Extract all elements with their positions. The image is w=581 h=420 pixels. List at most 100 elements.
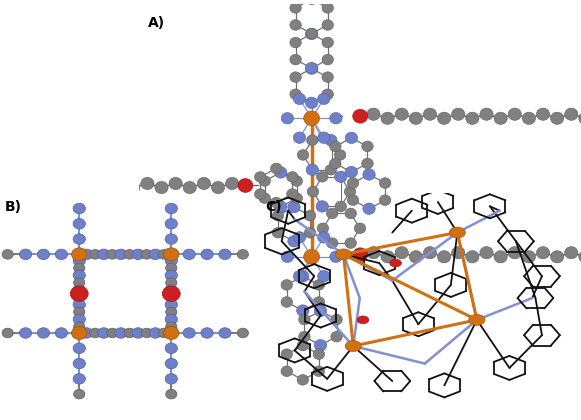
Circle shape bbox=[115, 328, 127, 338]
Circle shape bbox=[162, 286, 180, 301]
Circle shape bbox=[345, 186, 356, 197]
Circle shape bbox=[335, 201, 346, 212]
Circle shape bbox=[73, 255, 85, 266]
Circle shape bbox=[307, 186, 319, 197]
Circle shape bbox=[335, 150, 346, 160]
Circle shape bbox=[306, 164, 318, 176]
Circle shape bbox=[313, 280, 325, 290]
Circle shape bbox=[316, 201, 328, 212]
Circle shape bbox=[74, 307, 85, 317]
Circle shape bbox=[165, 285, 177, 295]
Circle shape bbox=[466, 112, 479, 124]
Circle shape bbox=[293, 132, 306, 143]
Circle shape bbox=[73, 285, 85, 295]
Circle shape bbox=[70, 286, 88, 301]
Circle shape bbox=[347, 195, 358, 205]
Circle shape bbox=[367, 247, 380, 259]
Circle shape bbox=[353, 248, 368, 262]
Circle shape bbox=[55, 328, 67, 338]
Circle shape bbox=[345, 132, 357, 144]
Circle shape bbox=[286, 172, 298, 182]
Circle shape bbox=[508, 247, 521, 259]
Circle shape bbox=[201, 249, 213, 260]
Circle shape bbox=[451, 108, 465, 120]
Circle shape bbox=[579, 112, 581, 124]
Circle shape bbox=[165, 299, 177, 310]
Circle shape bbox=[166, 263, 177, 273]
Circle shape bbox=[437, 251, 451, 263]
Circle shape bbox=[165, 374, 177, 384]
Text: A): A) bbox=[148, 16, 166, 30]
Circle shape bbox=[306, 28, 318, 39]
Circle shape bbox=[299, 314, 310, 325]
Circle shape bbox=[362, 141, 373, 152]
Circle shape bbox=[353, 109, 368, 123]
Circle shape bbox=[480, 108, 493, 120]
Circle shape bbox=[314, 305, 327, 317]
Circle shape bbox=[281, 297, 292, 307]
Circle shape bbox=[354, 223, 366, 234]
Circle shape bbox=[480, 247, 493, 259]
Circle shape bbox=[124, 249, 135, 259]
Circle shape bbox=[451, 247, 465, 259]
Text: C): C) bbox=[266, 200, 282, 214]
Circle shape bbox=[306, 28, 317, 39]
Circle shape bbox=[322, 54, 333, 65]
Circle shape bbox=[290, 72, 302, 82]
Circle shape bbox=[70, 181, 83, 194]
Circle shape bbox=[329, 141, 341, 152]
Circle shape bbox=[84, 177, 98, 189]
Circle shape bbox=[299, 331, 310, 342]
Circle shape bbox=[290, 20, 302, 30]
Circle shape bbox=[304, 210, 316, 221]
Circle shape bbox=[73, 358, 85, 369]
Circle shape bbox=[494, 251, 507, 263]
Circle shape bbox=[449, 227, 465, 238]
Circle shape bbox=[330, 113, 342, 124]
Circle shape bbox=[165, 343, 177, 354]
Circle shape bbox=[73, 299, 85, 310]
Circle shape bbox=[237, 328, 249, 338]
Circle shape bbox=[318, 93, 330, 105]
Circle shape bbox=[254, 189, 266, 200]
Circle shape bbox=[331, 314, 342, 325]
Text: B): B) bbox=[5, 200, 22, 214]
Circle shape bbox=[290, 37, 302, 48]
Circle shape bbox=[259, 193, 270, 203]
Circle shape bbox=[166, 292, 177, 302]
Circle shape bbox=[327, 208, 338, 219]
Circle shape bbox=[183, 181, 196, 194]
Circle shape bbox=[219, 328, 231, 338]
Circle shape bbox=[238, 178, 253, 192]
Circle shape bbox=[304, 228, 316, 238]
Circle shape bbox=[522, 251, 536, 263]
Circle shape bbox=[115, 249, 127, 260]
Circle shape bbox=[73, 218, 85, 229]
Circle shape bbox=[98, 328, 110, 338]
Circle shape bbox=[327, 238, 338, 248]
Circle shape bbox=[551, 112, 564, 124]
Circle shape bbox=[314, 339, 327, 351]
Circle shape bbox=[271, 197, 282, 208]
Circle shape bbox=[335, 171, 347, 182]
Circle shape bbox=[281, 366, 292, 377]
Circle shape bbox=[42, 181, 55, 194]
Circle shape bbox=[141, 177, 154, 189]
Circle shape bbox=[313, 297, 325, 307]
Circle shape bbox=[165, 234, 177, 244]
Circle shape bbox=[551, 251, 564, 263]
Circle shape bbox=[81, 328, 93, 338]
Circle shape bbox=[306, 97, 318, 108]
Circle shape bbox=[293, 232, 306, 243]
Circle shape bbox=[363, 203, 375, 215]
Circle shape bbox=[71, 248, 87, 261]
Circle shape bbox=[98, 249, 110, 260]
Circle shape bbox=[272, 210, 284, 221]
Circle shape bbox=[275, 167, 287, 178]
Circle shape bbox=[164, 248, 179, 261]
Circle shape bbox=[275, 201, 287, 213]
Circle shape bbox=[363, 169, 375, 180]
Circle shape bbox=[183, 249, 195, 260]
Circle shape bbox=[166, 389, 177, 399]
Circle shape bbox=[306, 63, 318, 74]
